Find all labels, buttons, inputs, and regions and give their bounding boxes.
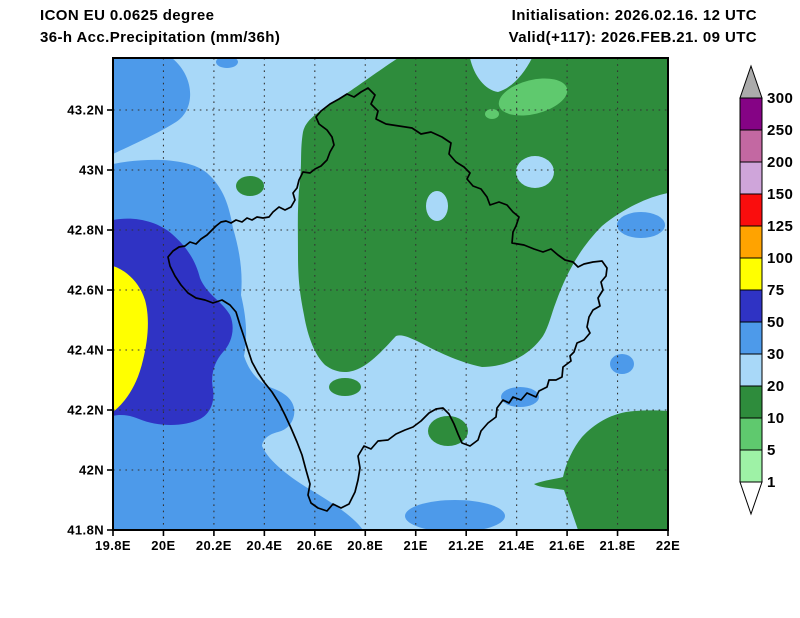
lon-tick-label: 21.8E	[600, 538, 636, 553]
product-title: 36-h Acc.Precipitation (mm/36h)	[40, 29, 280, 46]
lat-tick-label: 41.8N	[67, 523, 104, 538]
lon-tick-label: 19.8E	[95, 538, 131, 553]
precip-region-5-patch-small	[485, 109, 499, 119]
lon-tick-label: 20.2E	[196, 538, 232, 553]
colorbar-boundary-label: 50	[767, 314, 785, 331]
precip-region-30-blob-ne	[617, 212, 665, 238]
valid-time-label: Valid(+117): 2026.FEB.21. 09 UTC	[509, 29, 757, 46]
colorbar-segment	[739, 385, 763, 419]
lat-tick-label: 42.8N	[67, 223, 104, 238]
precip-region-30-topleft-lobe	[113, 58, 191, 154]
colorbar-legend: 1 5 10 20 30 50 75 100 125 150 200 250 300	[739, 64, 793, 516]
colorbar-boundary-label: 300	[767, 90, 793, 107]
lon-tick-label: 20.8E	[347, 538, 383, 553]
map-area: 19.8E 20E 20.2E 20.4E 20.6E 20.8E 21E 21.2E 21.4…	[67, 57, 680, 554]
axis-labels: 19.8E 20E 20.2E 20.4E 20.6E 20.8E 21E 21.2E 21.4…	[67, 103, 680, 554]
colorbar-segment	[739, 225, 763, 259]
precip-region-30-blob-se-border	[501, 387, 539, 407]
colorbar-boundary-label: 200	[767, 154, 793, 171]
colorbar-segment	[739, 129, 763, 163]
map-frame	[112, 57, 669, 531]
lat-tick-label: 42.6N	[67, 283, 104, 298]
precip-region-20-hole-center	[426, 191, 448, 221]
precip-region-10-central-mass	[297, 58, 668, 373]
model-title: ICON EU 0.0625 degree	[40, 7, 214, 24]
precip-region-10-blob-center	[329, 378, 361, 396]
precip-region-5-patch-north	[498, 78, 568, 116]
colorbar-segment	[739, 449, 763, 483]
colorbar-segment	[739, 97, 763, 131]
lon-tick-label: 21.6E	[549, 538, 585, 553]
axis-ticks	[107, 109, 669, 536]
lon-tick-label: 21.4E	[499, 538, 535, 553]
lat-tick-label: 43N	[79, 163, 104, 178]
colorbar-overflow-arrow	[739, 64, 763, 99]
precip-region-30-blob-topedge	[216, 58, 238, 68]
lon-tick-label: 21.2E	[448, 538, 484, 553]
colorbar-segment	[739, 289, 763, 323]
colorbar-boundary-label: 250	[767, 122, 793, 139]
graticule-grid	[113, 58, 668, 530]
colorbar-boundary-label: 75	[767, 282, 785, 299]
precip-region-50-west-core	[113, 218, 233, 425]
colorbar-boundary-label: 20	[767, 378, 785, 395]
colorbar-segment	[739, 417, 763, 451]
colorbar-boundary-label: 1	[767, 474, 776, 491]
colorbar-boundary-label: 5	[767, 442, 776, 459]
precipitation-shading	[113, 58, 668, 530]
colorbar-underflow-arrow	[739, 481, 763, 516]
lat-tick-label: 42.4N	[67, 343, 104, 358]
colorbar-segment	[739, 321, 763, 355]
lon-tick-label: 20E	[151, 538, 175, 553]
colorbar-segment	[739, 161, 763, 195]
lon-tick-label: 20.4E	[246, 538, 282, 553]
precip-region-30-blob-bottom	[405, 500, 505, 530]
lon-tick-label: 20.6E	[297, 538, 333, 553]
country-border-outline	[167, 87, 608, 512]
colorbar-boundary-label: 10	[767, 410, 785, 427]
colorbar-boundary-label: 125	[767, 218, 793, 235]
precip-region-75-yellow-west	[113, 266, 148, 412]
colorbar-boundary-label: 100	[767, 250, 793, 267]
precip-region-20-hole-ne	[516, 156, 554, 188]
colorbar-boundary-label: 150	[767, 186, 793, 203]
precip-region-30-blob-east	[610, 354, 634, 374]
colorbar-boundary-label: 30	[767, 346, 785, 363]
lon-tick-label: 22E	[656, 538, 680, 553]
precip-region-10-blob-south	[428, 416, 468, 446]
init-time-label: Initialisation: 2026.02.16. 12 UTC	[512, 7, 757, 24]
lat-tick-label: 43.2N	[67, 103, 104, 118]
lat-tick-label: 42.2N	[67, 403, 104, 418]
precip-region-10-southeast-mass	[534, 410, 668, 530]
colorbar-segment	[739, 257, 763, 291]
lon-tick-label: 21E	[404, 538, 428, 553]
colorbar-segment	[739, 353, 763, 387]
lat-tick-label: 42N	[79, 463, 104, 478]
precip-region-10-blob-nw	[236, 176, 264, 196]
colorbar-segment	[739, 193, 763, 227]
